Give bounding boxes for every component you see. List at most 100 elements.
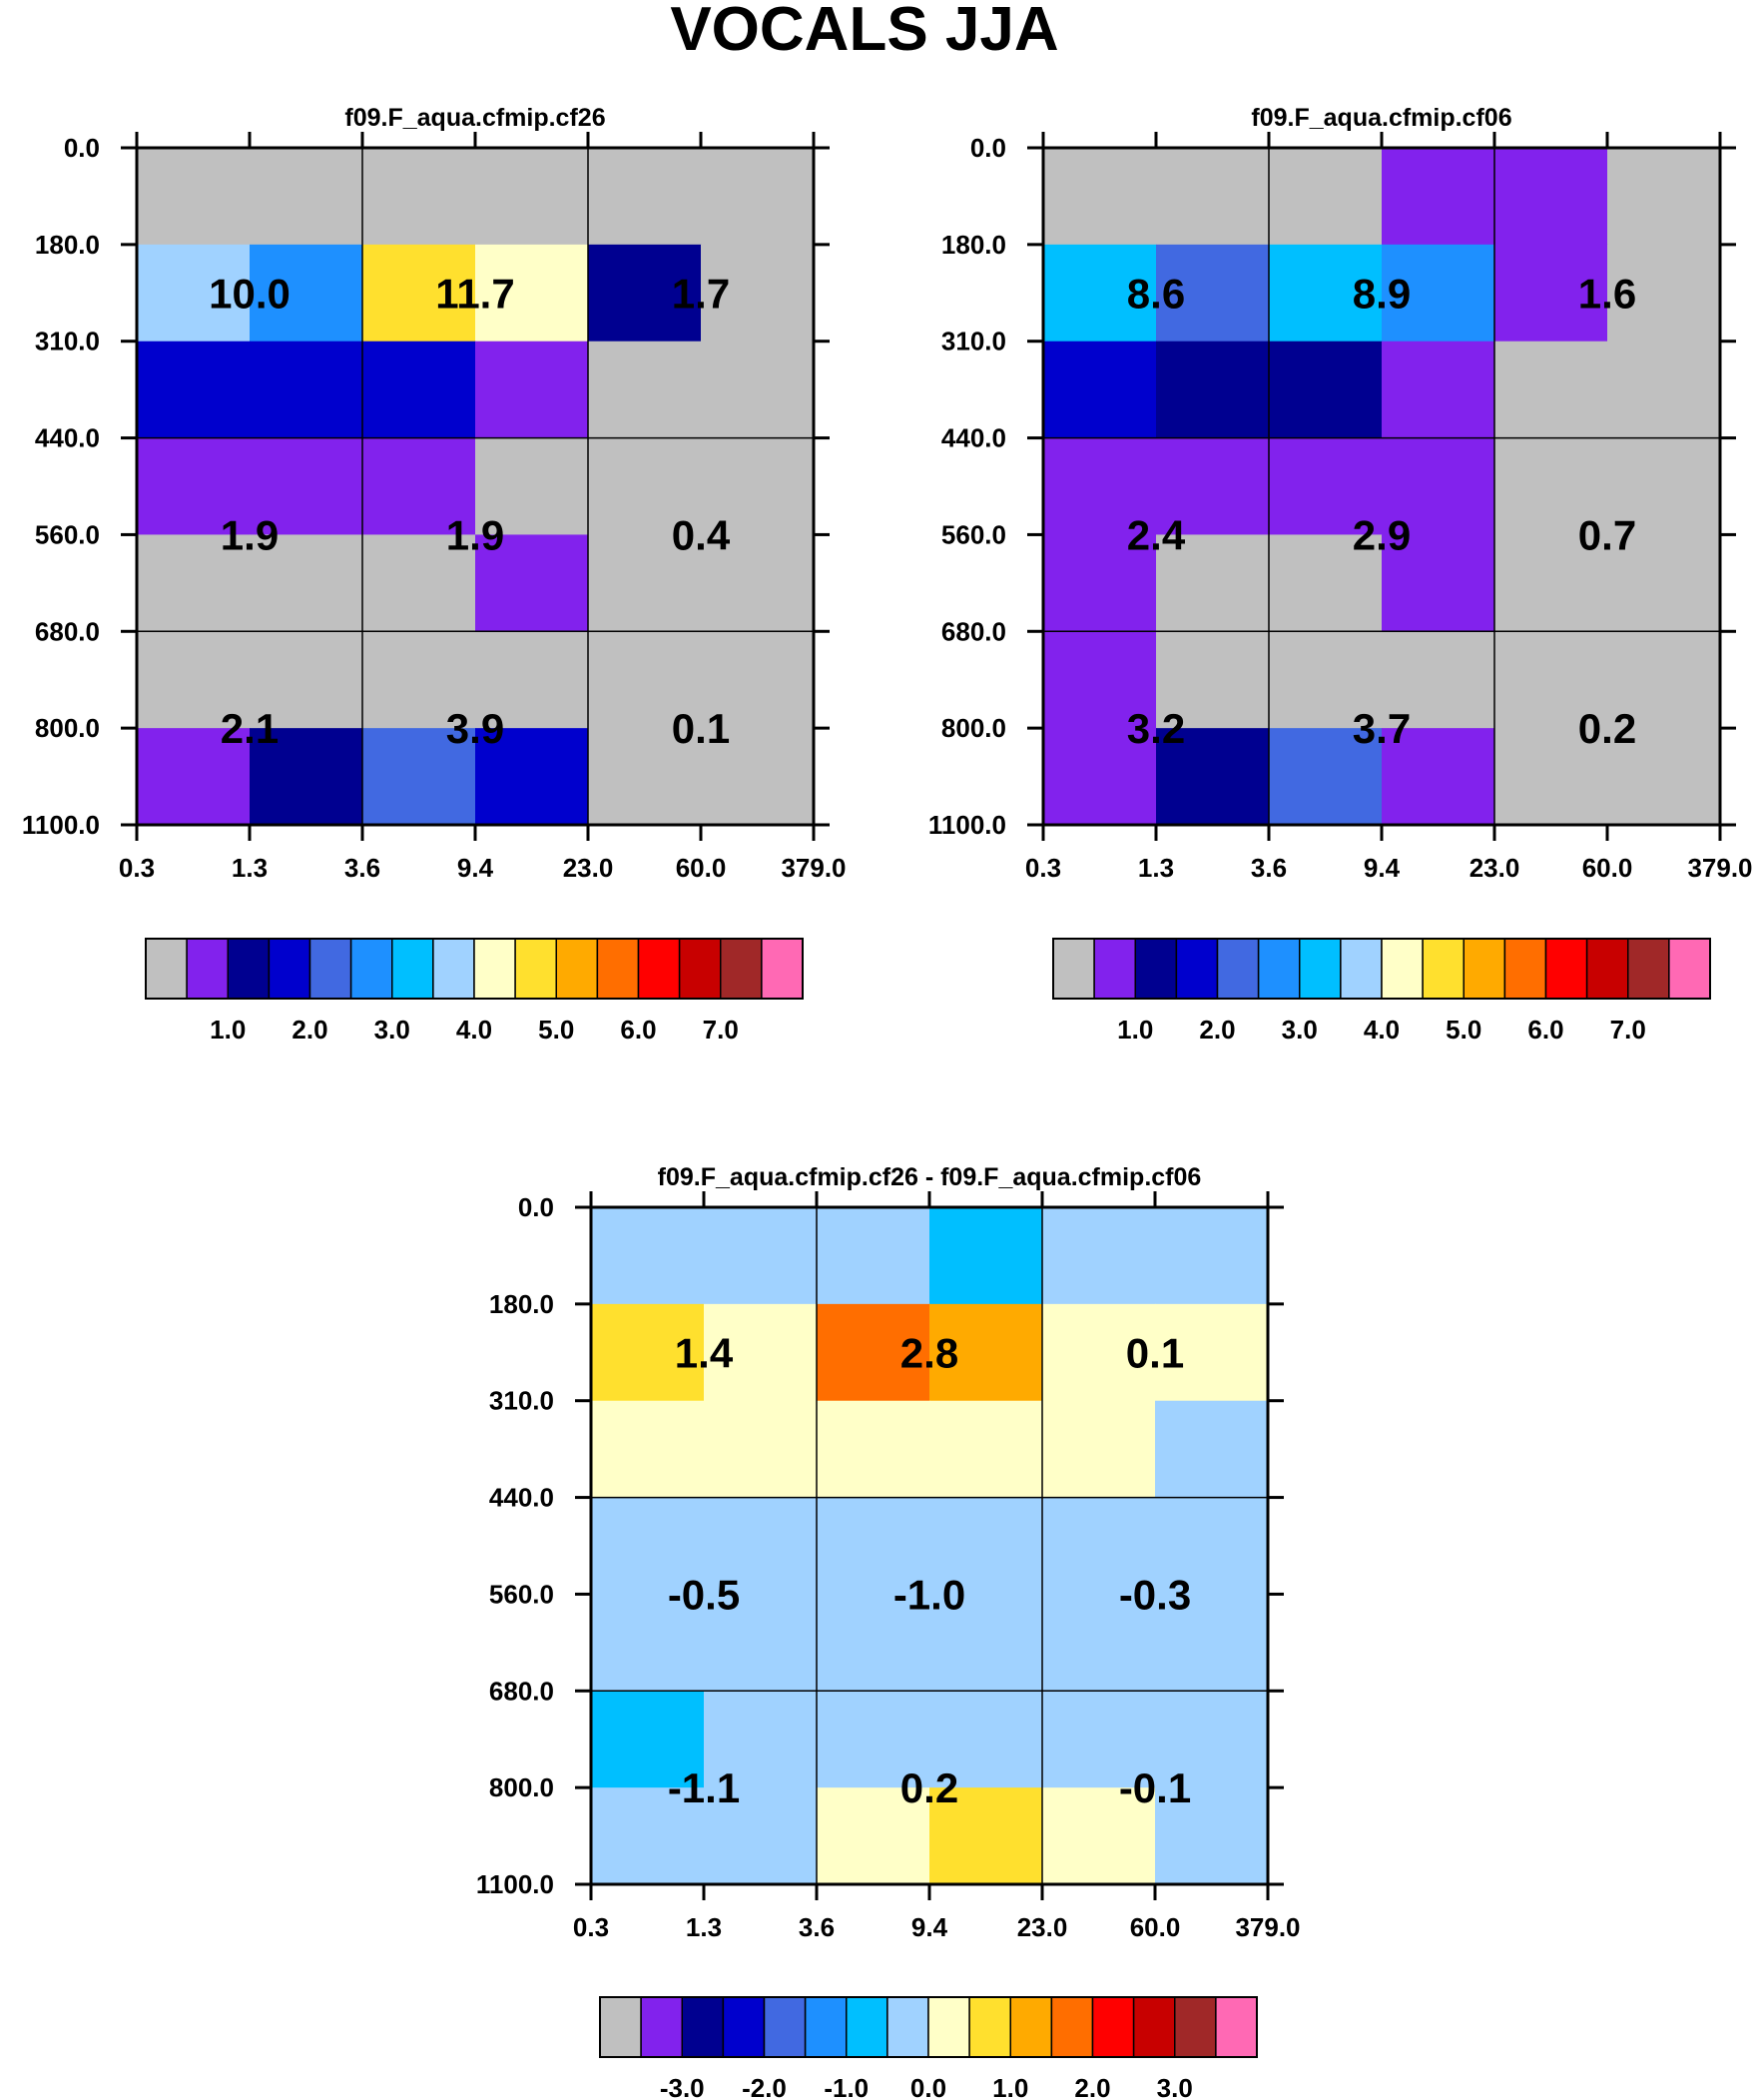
x-tick-label: 23.0 [1469,853,1520,883]
x-tick-label: 0.3 [573,1912,609,1942]
heatmap-cell [1269,631,1383,729]
heatmap-cell [137,244,251,343]
y-tick-label: 0.0 [970,133,1006,163]
colorbar-tick-label: 3.0 [1282,1015,1318,1045]
y-tick-label: 680.0 [941,616,1006,646]
heatmap-cell [1382,534,1495,632]
heatmap-cell [1494,437,1608,536]
y-tick-label: 310.0 [35,327,100,356]
colorbar-tick-label: 7.0 [1610,1015,1646,1045]
heatmap-cell [929,1207,1043,1305]
heatmap-cell [701,534,815,632]
heatmap-cell [250,437,363,536]
heatmap-cell [362,631,476,729]
heatmap-cell [1494,728,1608,826]
panel-1: f09.F_aqua.cfmip.cf26 0.0 180.0 310.0 440.0 5… [22,104,847,1045]
y-tick-label: 560.0 [489,1579,554,1609]
heatmap-cell [250,341,363,439]
cell-value-label: -0.5 [668,1571,740,1618]
heatmap-cell [137,631,251,729]
heatmap-cell [137,728,251,826]
heatmap-cell [588,244,702,343]
colorbar-tick-label: 2.0 [1074,2073,1110,2100]
colorbar-tick-label: -2.0 [742,2073,787,2100]
cell-value-label: 0.1 [672,705,730,752]
colorbar-box [1422,938,1465,1000]
heatmap-cell [475,534,589,632]
cell-value-label: 0.4 [672,511,731,558]
heatmap-cell [1043,631,1157,729]
y-tick-label: 0.0 [64,133,100,163]
heatmap-cell [475,728,589,826]
colorbar-box [227,938,271,1000]
heatmap-cell [137,437,251,536]
cell-value-label: 0.2 [1578,705,1636,752]
colorbar-box [1668,938,1711,1000]
heatmap-cell [475,631,589,729]
heatmap-cell [475,244,589,343]
colorbar-box [1215,1996,1258,2058]
heatmap-cell [704,1400,818,1499]
colorbar-tick-label: 7.0 [703,1015,739,1045]
heatmap-cell [1607,534,1721,632]
colorbar-frame [599,1996,1258,2058]
y-tick-label: 440.0 [941,423,1006,453]
colorbar-tick-label: 4.0 [1364,1015,1400,1045]
heatmap-cell [1494,148,1608,246]
colorbar-box [720,938,763,1000]
colorbar-tick-label: 1.0 [992,2073,1028,2100]
heatmap-cell [704,1497,818,1596]
x-tick-label: 60.0 [1130,1912,1181,1942]
colorbar-box [1299,938,1342,1000]
x-tick-label: 9.4 [911,1912,948,1942]
y-tick-label: 560.0 [35,519,100,549]
colorbar-box [886,1996,929,2058]
y-tick-label: 310.0 [941,327,1006,356]
x-tick-label: 9.4 [457,853,494,883]
cell-value-label: 0.2 [900,1764,958,1811]
cell-value-label: -0.3 [1119,1571,1191,1618]
cell-value-label: 10.0 [209,270,291,317]
heatmap-cell [701,148,815,246]
y-tick-label: 1100.0 [476,1869,554,1899]
heatmap-cell [1043,437,1157,536]
heatmap-cell [588,631,702,729]
cell-value-label: -1.1 [668,1764,740,1811]
colorbar-box [1257,938,1301,1000]
heatmap-cell [362,728,476,826]
colorbar-box [599,1996,642,2058]
heatmap-cell [1042,1787,1156,1885]
colorbar-box [391,938,434,1000]
colorbar-box [1585,938,1629,1000]
cell-value-label: 1.7 [672,270,730,317]
colorbar-tick-label: 4.0 [456,1015,492,1045]
heatmap-cell [817,1400,930,1499]
x-tick-label: 60.0 [676,853,727,883]
heatmap-cell [1382,437,1495,536]
colorbar-box [145,938,188,1000]
heatmap-cell [1382,244,1495,343]
heatmap-cell [588,341,702,439]
heatmap-cell [1269,534,1383,632]
y-tick-label: 310.0 [489,1386,554,1416]
heatmap-cell [1607,728,1721,826]
heatmap-cell [1156,244,1270,343]
heatmap-cell [1269,341,1383,439]
colorbar-box [1009,1996,1053,2058]
heatmap-cell [1494,244,1608,343]
heatmap-cell [1156,341,1270,439]
heatmap-cell [1042,1497,1156,1596]
heatmap-cell [591,1303,705,1402]
x-tick-label: 3.6 [799,1912,835,1942]
y-tick-label: 180.0 [489,1289,554,1319]
colorbar-box [1503,938,1547,1000]
heatmap-cell [1042,1691,1156,1788]
heatmap-cell [1382,728,1495,826]
colorbar: 1.0 2.0 3.0 4.0 5.0 6.0 7.0 [1052,938,1711,1045]
colorbar-box [1050,1996,1094,2058]
heatmap-cell [137,534,251,632]
x-tick-label: 379.0 [781,853,846,883]
colorbar-box [1175,938,1219,1000]
heatmap-cell [929,1787,1043,1885]
